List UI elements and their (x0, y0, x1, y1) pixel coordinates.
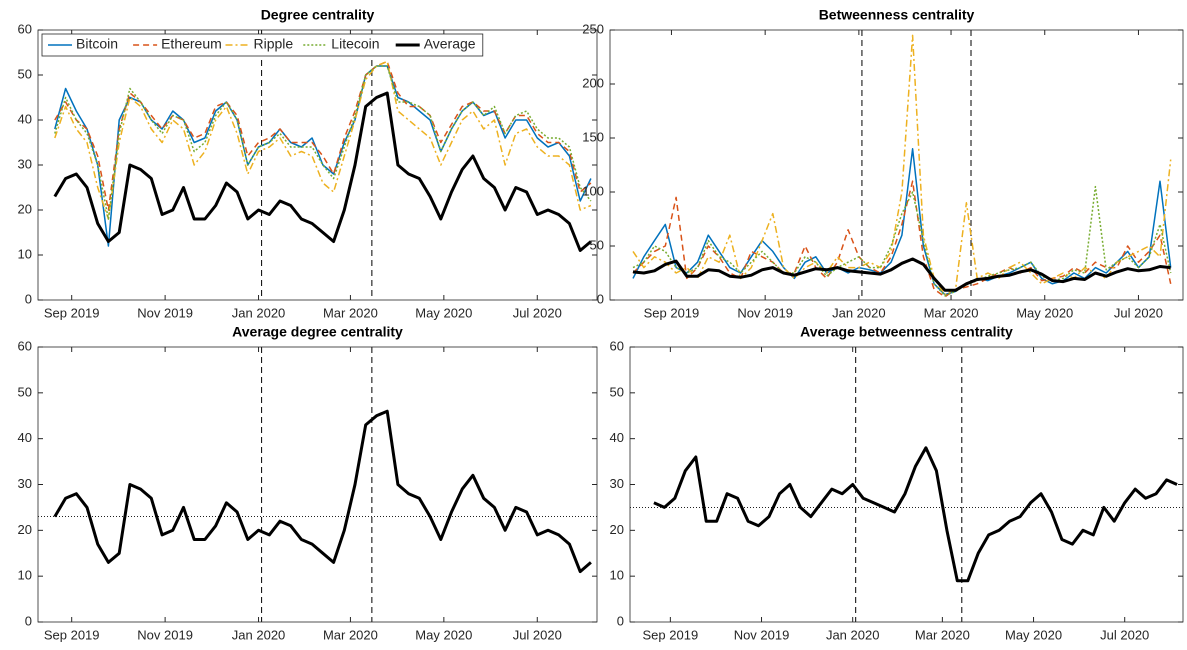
legend-label: Litecoin (331, 36, 379, 52)
x-tick-label: Jul 2020 (513, 305, 562, 320)
x-tick-label: Sep 2019 (644, 305, 700, 320)
legend-label: Bitcoin (76, 36, 118, 52)
x-tick-label: Nov 2019 (737, 305, 793, 320)
x-tick-label: Jan 2020 (232, 627, 286, 642)
legend-box (41, 33, 484, 57)
y-tick-label: 50 (610, 384, 624, 399)
series-line (632, 34, 1172, 296)
y-tick-label: 0 (617, 613, 624, 628)
x-tick-label: Mar 2020 (915, 627, 970, 642)
chart-title: Degree centrality (261, 7, 375, 23)
series-line (632, 185, 1172, 297)
series-line (632, 180, 1172, 298)
y-tick-label: 20 (18, 522, 32, 537)
y-tick-label: 40 (18, 111, 32, 126)
legend-label: Ethereum (161, 36, 222, 52)
series-line (653, 446, 1178, 583)
x-tick-label: Jan 2020 (826, 627, 880, 642)
series-line (54, 60, 592, 220)
y-tick-label: 20 (610, 522, 624, 537)
plot-frame (609, 29, 1184, 301)
y-tick-label: 0 (25, 613, 32, 628)
x-tick-label: Jan 2020 (232, 305, 286, 320)
chart-title: Betweenness centrality (819, 7, 975, 23)
x-tick-label: May 2020 (415, 627, 472, 642)
y-tick-label: 100 (582, 183, 604, 198)
x-tick-label: Mar 2020 (924, 305, 979, 320)
y-tick-label: 50 (18, 66, 32, 81)
x-tick-label: Jul 2020 (1114, 305, 1163, 320)
x-tick-label: Mar 2020 (323, 627, 378, 642)
y-tick-label: 30 (18, 156, 32, 171)
legend-label: Average (424, 36, 476, 52)
x-tick-label: Sep 2019 (44, 627, 100, 642)
series-line (632, 257, 1171, 292)
y-tick-label: 60 (18, 21, 32, 36)
plot-area (38, 30, 597, 300)
x-tick-label: Mar 2020 (323, 305, 378, 320)
x-tick-label: Sep 2019 (643, 627, 699, 642)
y-tick-label: 60 (18, 338, 32, 353)
y-tick-label: 40 (18, 430, 32, 445)
y-tick-label: 50 (590, 237, 604, 252)
chart-title: Average betweenness centrality (800, 324, 1013, 340)
series-line (53, 409, 592, 574)
x-tick-label: May 2020 (1005, 627, 1062, 642)
y-tick-label: 20 (18, 201, 32, 216)
x-tick-label: Jan 2020 (832, 305, 886, 320)
x-tick-label: Sep 2019 (44, 305, 100, 320)
y-tick-label: 0 (25, 291, 32, 306)
y-tick-label: 10 (18, 568, 32, 583)
legend-label: Ripple (254, 36, 294, 52)
x-tick-label: Nov 2019 (137, 627, 193, 642)
x-tick-label: Jul 2020 (1100, 627, 1149, 642)
y-tick-label: 150 (582, 129, 604, 144)
plot-area (610, 30, 1183, 300)
x-tick-label: May 2020 (1016, 305, 1073, 320)
plot-frame (37, 29, 598, 301)
y-tick-label: 200 (582, 75, 604, 90)
series-line (53, 91, 592, 252)
y-tick-label: 50 (18, 384, 32, 399)
y-tick-label: 60 (610, 338, 624, 353)
plot-area (630, 347, 1183, 622)
y-tick-label: 250 (582, 21, 604, 36)
chart-title: Average degree centrality (232, 324, 403, 340)
y-tick-label: 30 (610, 476, 624, 491)
plot-frame (37, 346, 598, 623)
x-tick-label: Nov 2019 (137, 305, 193, 320)
y-tick-label: 40 (610, 430, 624, 445)
y-tick-label: 30 (18, 476, 32, 491)
series-line (54, 65, 592, 220)
y-tick-label: 10 (18, 246, 32, 261)
plot-frame (629, 346, 1184, 623)
y-tick-label: 0 (597, 291, 604, 306)
x-tick-label: Jul 2020 (513, 627, 562, 642)
plot-area (38, 347, 597, 622)
series-line (632, 148, 1172, 296)
x-tick-label: Nov 2019 (734, 627, 790, 642)
y-tick-label: 10 (610, 568, 624, 583)
x-tick-label: May 2020 (415, 305, 472, 320)
